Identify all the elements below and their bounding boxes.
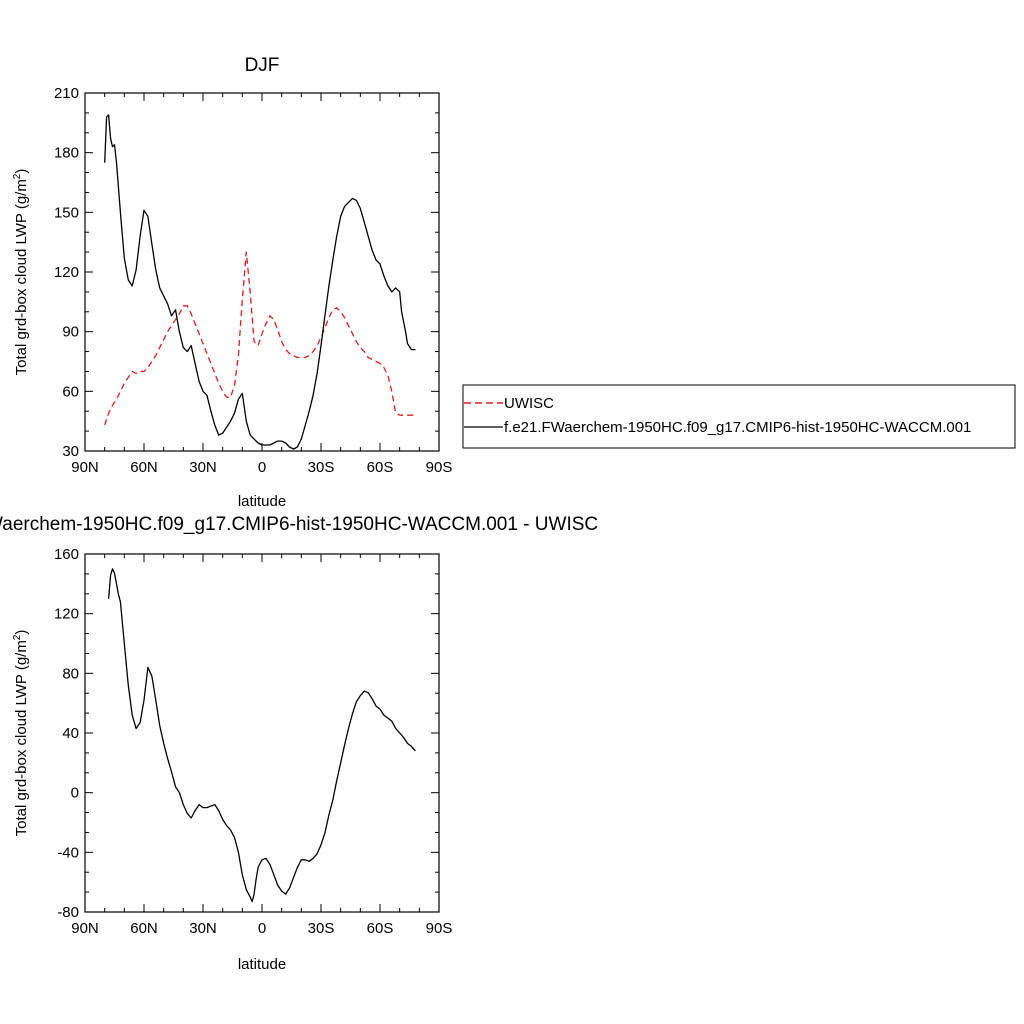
top-chart-y-axis-label: Total grd-box cloud LWP (g/m2) bbox=[12, 169, 30, 376]
x-tick-label: 30N bbox=[189, 920, 217, 937]
x-tick-label: 90S bbox=[426, 459, 453, 476]
bottom-chart-x-axis-label: latitude bbox=[238, 956, 286, 973]
top-chart-plot-frame bbox=[84, 92, 440, 452]
x-tick-label: 30S bbox=[308, 459, 335, 476]
y-tick-label: -80 bbox=[57, 904, 79, 921]
legend-model-label: f.e21.FWaerchem-1950HC.f09_g17.CMIP6-his… bbox=[504, 419, 971, 436]
series-line-1 bbox=[104, 114, 416, 450]
x-tick-label: 90S bbox=[426, 920, 453, 937]
x-tick-label: 0 bbox=[258, 920, 266, 937]
y-tick-label: 160 bbox=[54, 546, 79, 563]
top-chart-axes: 90N 60N 30N 0 30S 60S 90S 30 60 90 120 150 180 210 bbox=[54, 85, 452, 476]
x-tick-label: 30S bbox=[308, 920, 335, 937]
series-line-0 bbox=[104, 251, 416, 426]
x-tick-label: 30N bbox=[189, 459, 217, 476]
x-tick-label: 60S bbox=[367, 920, 394, 937]
y-tick-label: 30 bbox=[62, 443, 79, 460]
y-tick-label: 60 bbox=[62, 383, 79, 400]
y-tick-label: 120 bbox=[54, 606, 79, 623]
y-tick-label: 40 bbox=[62, 725, 79, 742]
x-tick-label: 0 bbox=[258, 459, 266, 476]
bottom-chart-y-axis-label: Total grd-box cloud LWP (g/m2) bbox=[12, 630, 30, 837]
top-chart-title: DJF bbox=[245, 55, 280, 76]
top-chart-x-axis-label: latitude bbox=[238, 493, 286, 510]
x-tick-label: 60N bbox=[130, 920, 158, 937]
x-tick-label: 60S bbox=[367, 459, 394, 476]
y-tick-label: 90 bbox=[62, 324, 79, 341]
x-tick-label: 90N bbox=[71, 920, 99, 937]
bottom-chart-plot-frame bbox=[84, 553, 440, 913]
y-tick-label: 0 bbox=[71, 785, 79, 802]
x-tick-label: 60N bbox=[130, 459, 158, 476]
y-tick-label: -40 bbox=[57, 844, 79, 861]
y-tick-label: 210 bbox=[54, 85, 79, 102]
top-chart-series-layer bbox=[104, 114, 416, 450]
top-chart: DJF 90N 60N 30N 0 30S 60S 90S 30 60 90 120 150 180 21… bbox=[12, 55, 1016, 510]
bottom-chart-series-layer bbox=[107, 568, 416, 903]
x-tick-label: 90N bbox=[71, 459, 99, 476]
bottom-chart-axes: 90N 60N 30N 0 30S 60S 90S -80 -40 0 40 80 120 160 bbox=[54, 546, 452, 937]
bottom-chart-title: f.e21.FWaerchem-1950HC.f09_g17.CMIP6-his… bbox=[0, 514, 598, 535]
y-tick-label: 180 bbox=[54, 145, 79, 162]
series-line-0 bbox=[107, 568, 416, 903]
legend-box bbox=[462, 384, 1016, 449]
bottom-chart: f.e21.FWaerchem-1950HC.f09_g17.CMIP6-his… bbox=[0, 514, 598, 973]
legend-uwisc-label: UWISC bbox=[504, 395, 554, 412]
y-tick-label: 150 bbox=[54, 204, 79, 221]
top-chart-legend: UWISC f.e21.FWaerchem-1950HC.f09_g17.CMI… bbox=[462, 384, 1016, 449]
y-tick-label: 120 bbox=[54, 264, 79, 281]
y-tick-label: 80 bbox=[62, 665, 79, 682]
